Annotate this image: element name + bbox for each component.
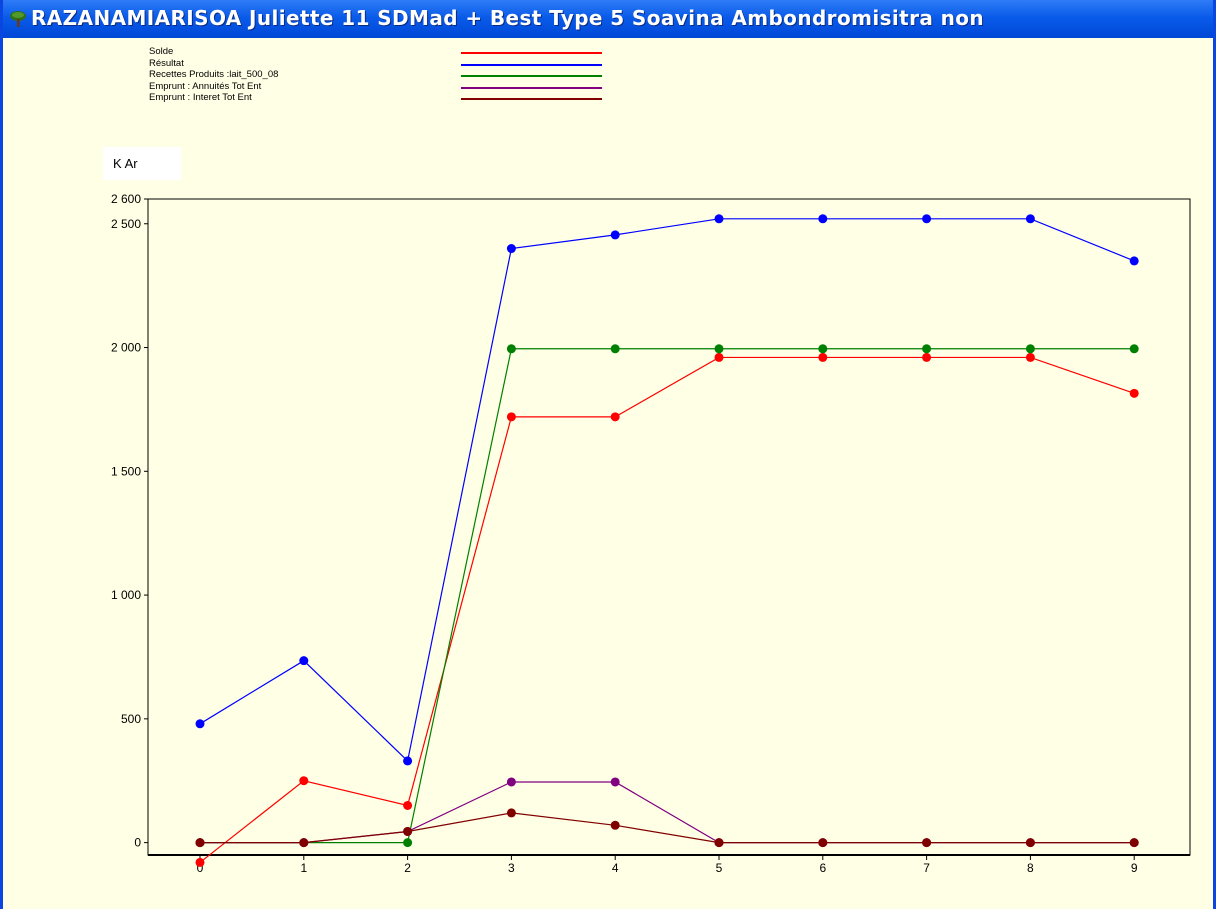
data-point xyxy=(195,719,205,729)
data-point xyxy=(403,800,413,810)
data-point xyxy=(818,214,828,224)
tree-icon xyxy=(10,11,26,27)
data-point xyxy=(1025,344,1035,354)
series-line xyxy=(200,348,1135,844)
data-point xyxy=(922,352,932,362)
data-point xyxy=(1025,352,1035,362)
data-point xyxy=(403,826,413,836)
data-point xyxy=(403,838,413,848)
window-title: RAZANAMIARISOA Juliette 11 SDMad + Best … xyxy=(31,6,985,30)
data-point xyxy=(922,214,932,224)
data-point xyxy=(818,352,828,362)
data-point xyxy=(714,344,724,354)
y-tick-label: 500 xyxy=(121,712,141,726)
data-point xyxy=(195,838,205,848)
data-point xyxy=(714,214,724,224)
x-tick-label: 0 xyxy=(197,861,204,875)
series-line xyxy=(199,218,1135,763)
x-tick-label: 7 xyxy=(923,861,930,875)
data-point xyxy=(818,838,828,848)
data-point xyxy=(610,777,620,787)
data-point xyxy=(818,344,828,354)
plot-frame xyxy=(147,198,1191,856)
data-point xyxy=(922,838,932,848)
data-point xyxy=(506,344,516,354)
data-point xyxy=(299,776,309,786)
data-point xyxy=(610,230,620,240)
data-point xyxy=(506,244,516,254)
x-tick-label: 5 xyxy=(716,861,723,875)
legend-swatch xyxy=(461,52,602,54)
y-tick-label: 2 000 xyxy=(111,341,141,355)
legend-label: Recettes Produits :lait_500_08 xyxy=(149,69,279,80)
legend-swatch xyxy=(461,86,602,89)
legend-label: Emprunt : Interet Tot Ent xyxy=(149,92,252,103)
data-point xyxy=(610,820,620,830)
series-line xyxy=(199,356,1135,863)
data-point xyxy=(610,344,620,354)
data-point xyxy=(299,656,309,666)
data-point xyxy=(195,857,205,867)
x-tick-label: 1 xyxy=(300,861,307,875)
data-point xyxy=(299,838,309,848)
data-point xyxy=(610,412,620,422)
unit-box: K Ar xyxy=(103,147,181,180)
y-tick-label: 1 000 xyxy=(111,588,141,602)
y-tick-label: 2 500 xyxy=(111,217,141,231)
legend-swatch xyxy=(461,98,602,100)
data-point xyxy=(506,777,516,787)
x-tick-label: 8 xyxy=(1027,861,1034,875)
x-tick-label: 2 xyxy=(404,861,411,875)
title-bar[interactable]: RAZANAMIARISOA Juliette 11 SDMad + Best … xyxy=(3,0,1213,38)
data-point xyxy=(506,808,516,818)
data-point xyxy=(714,838,724,848)
x-tick-label: 9 xyxy=(1131,861,1138,875)
data-point xyxy=(506,412,516,422)
data-point xyxy=(1025,214,1035,224)
y-tick-label: 0 xyxy=(134,836,141,850)
legend-label: Emprunt : Annuités Tot Ent xyxy=(149,80,262,92)
legend-label: Solde xyxy=(149,46,174,57)
data-point xyxy=(1129,256,1139,266)
series-line xyxy=(200,812,1135,844)
y-tick-label: 1 500 xyxy=(111,464,141,478)
data-point xyxy=(403,756,413,766)
unit-label: K Ar xyxy=(113,156,138,171)
data-point xyxy=(1129,388,1139,398)
data-point xyxy=(1025,838,1035,848)
legend-label: Résultat xyxy=(149,57,184,69)
legend-swatch xyxy=(461,75,602,77)
legend-swatch xyxy=(461,63,602,66)
x-tick-label: 3 xyxy=(508,861,515,875)
x-tick-label: 6 xyxy=(819,861,826,875)
x-tick-label: 4 xyxy=(612,861,619,875)
data-point xyxy=(1129,838,1139,848)
data-point xyxy=(1129,344,1139,354)
data-point xyxy=(714,352,724,362)
data-point xyxy=(922,344,932,354)
y-tick-label: 2 600 xyxy=(111,192,141,206)
